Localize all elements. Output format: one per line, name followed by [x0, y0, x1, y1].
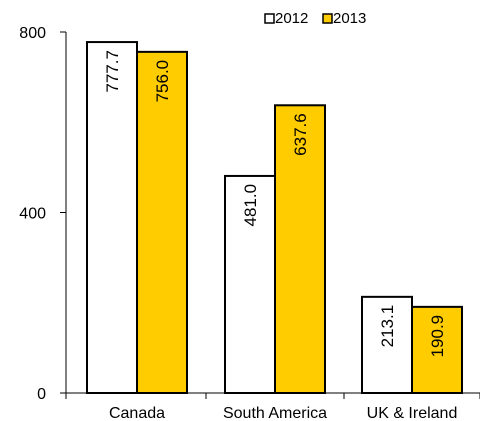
legend-label-2012: 2012 [275, 10, 308, 27]
y-tick-label: 400 [19, 206, 46, 223]
x-tick-label: South America [223, 405, 327, 421]
legend: 2012 2013 [264, 10, 366, 27]
data-label-2012-1: 481.0 [241, 184, 260, 227]
bar-2013-canada [136, 50, 188, 394]
axes-layer: 0 400 800 [19, 25, 480, 403]
data-label-2013-1: 637.6 [291, 113, 310, 156]
x-tick-label: UK & Ireland [367, 405, 458, 421]
data-label-2013-0: 756.0 [153, 60, 172, 103]
legend-swatch-2013 [322, 13, 333, 24]
data-label-2012-0: 777.7 [103, 50, 122, 93]
bar-2012-south-america [224, 174, 276, 394]
y-tick-label: 800 [19, 25, 46, 42]
data-label-2013-2: 190.9 [428, 315, 447, 358]
data-label-2012-2: 213.1 [378, 305, 397, 348]
y-tick-label: 0 [37, 386, 46, 403]
x-tick-label: Canada [109, 405, 165, 421]
legend-swatch-2012 [264, 13, 275, 24]
bar-2012-canada [86, 41, 138, 395]
bars-layer: 777.7 756.0 Canada 481.0 637.6 South America 2… [86, 41, 463, 421]
legend-label-2013: 2013 [333, 10, 366, 27]
